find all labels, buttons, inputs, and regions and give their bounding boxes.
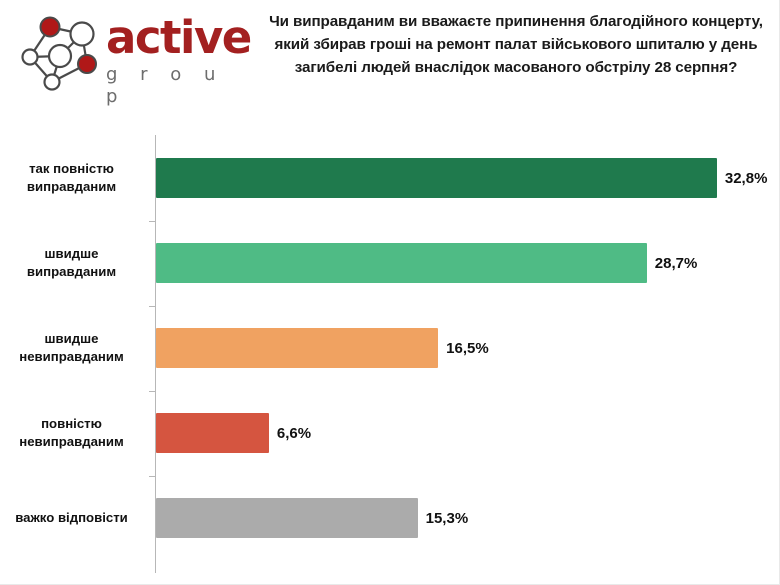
y-axis-tick xyxy=(149,476,155,477)
brand-name-primary: active xyxy=(106,11,252,64)
chart-plot-area: так повністю виправданим 32,8% швидше виправ… xyxy=(0,118,780,585)
bar-value-label: 6,6% xyxy=(276,424,312,442)
brand-name-secondary: g r o u p xyxy=(106,64,224,107)
y-axis-tick xyxy=(149,306,155,307)
network-nodes-icon xyxy=(12,10,104,94)
brand-wordmark: active g r o u p xyxy=(106,14,254,108)
page-title: Чи виправданим ви вважаєте припинення бл… xyxy=(269,13,763,76)
bar-category-label: так повністю виправданим xyxy=(26,161,117,194)
bar-row: важко відповісти 15,3% xyxy=(0,498,780,538)
bar-value-label: 32,8% xyxy=(724,169,768,187)
bar-row: повністю невиправданим 6,6% xyxy=(0,413,780,453)
bar xyxy=(156,498,418,538)
bar xyxy=(156,328,439,368)
bar-row: швидше виправданим 28,7% xyxy=(0,243,780,283)
y-axis-tick xyxy=(149,391,155,392)
bar-value-label: 16,5% xyxy=(446,339,489,357)
bar-category-label: швидше невиправданим xyxy=(19,331,124,364)
bar xyxy=(156,243,647,283)
brand-logo: active g r o u p xyxy=(8,6,254,107)
bar-row: так повністю виправданим 32,8% xyxy=(0,158,780,198)
bar-row: швидше невиправданим 16,5% xyxy=(0,328,780,368)
bar-value-label: 15,3% xyxy=(425,509,469,527)
bar-value-label: 28,7% xyxy=(654,254,698,272)
chart-header: active g r o u p Чи виправданим ви вважа… xyxy=(0,0,780,118)
bar-category-label: швидше виправданим xyxy=(26,246,117,279)
bar-category-label: повністю невиправданим xyxy=(19,416,124,449)
y-axis-line xyxy=(155,135,156,573)
bar xyxy=(156,413,269,453)
bar-category-label: важко відповісти xyxy=(15,510,128,525)
y-axis-tick xyxy=(149,221,155,222)
bar xyxy=(156,158,717,198)
